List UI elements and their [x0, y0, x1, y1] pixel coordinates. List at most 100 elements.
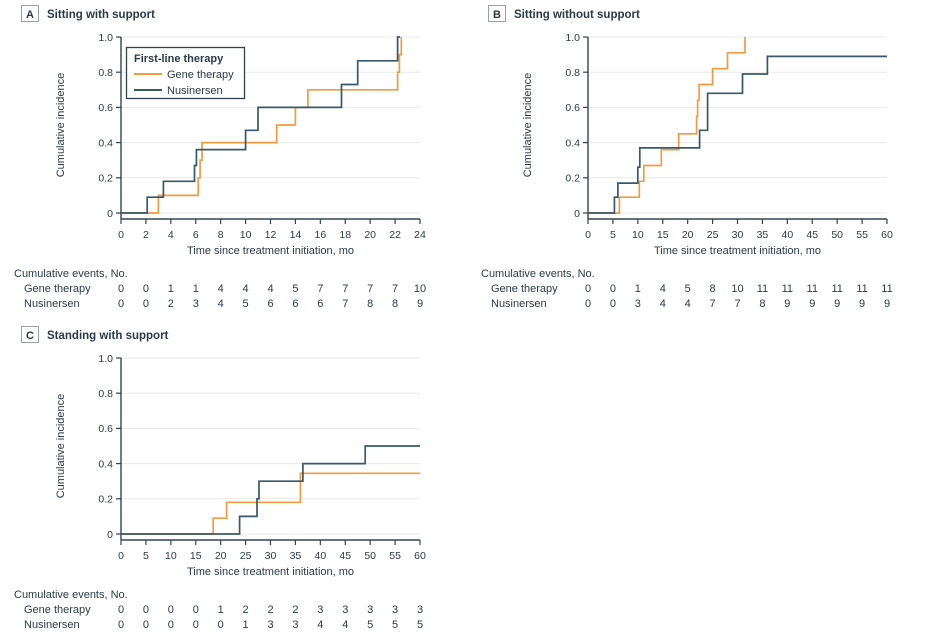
legend-title: First-line therapy — [134, 53, 224, 65]
x-tick-label: 0 — [118, 550, 124, 562]
x-tick-label: 30 — [265, 550, 277, 562]
events-value: 0 — [193, 619, 199, 631]
y-tick-label: 0 — [107, 529, 113, 541]
y-tick-label: 0.6 — [98, 102, 113, 114]
x-axis-label: Time since treatment initiation, mo — [654, 245, 821, 257]
events-value: 8 — [392, 298, 398, 310]
events-value: 1 — [168, 283, 174, 295]
events-value: 3 — [267, 619, 273, 631]
events-value: 1 — [243, 619, 249, 631]
y-axis-label: Cumulative incidence — [522, 73, 534, 178]
events-value: 5 — [392, 619, 398, 631]
events-value: 11 — [856, 283, 867, 295]
x-tick-label: 50 — [364, 550, 376, 562]
events-value: 4 — [685, 298, 691, 310]
x-tick-label: 12 — [265, 229, 277, 241]
x-tick-label: 14 — [290, 229, 302, 241]
series-curve-gene-therapy — [121, 37, 403, 214]
events-value: 9 — [809, 298, 815, 310]
events-value: 11 — [831, 283, 842, 295]
events-value: 4 — [267, 283, 273, 295]
events-value: 0 — [118, 619, 124, 631]
x-tick-label: 40 — [314, 550, 326, 562]
events-value: 7 — [734, 298, 740, 310]
series-curve-gene-therapy — [588, 37, 746, 214]
events-value: 0 — [218, 619, 224, 631]
events-value: 0 — [118, 298, 124, 310]
events-value: 10 — [414, 283, 426, 295]
panel-b-chart: B Sitting without support 0 0.2 0.4 0.6 0.8 1.0… — [481, 5, 893, 310]
x-tick-label: 0 — [118, 229, 124, 241]
events-value: 9 — [417, 298, 423, 310]
x-axis-label: Time since treatment initiation, mo — [187, 245, 354, 257]
events-row-label-nusinersen: Nusinersen — [24, 619, 80, 631]
panel-c-standing-with-support: C Standing with support 0 0.2 0.4 0.6 0.8 1.0 0 5… — [0, 321, 466, 642]
events-value: 0 — [143, 604, 149, 616]
legend-label-nusinersen: Nusinersen — [167, 85, 223, 97]
x-tick-label: 24 — [414, 229, 426, 241]
events-row-label-gene-therapy: Gene therapy — [24, 604, 91, 616]
x-tick-label: 5 — [610, 229, 616, 241]
events-value: 0 — [193, 604, 199, 616]
events-value: 8 — [710, 283, 716, 295]
events-value: 5 — [367, 619, 373, 631]
x-tick-label: 55 — [389, 550, 401, 562]
events-value: 7 — [367, 283, 373, 295]
events-value: 0 — [585, 283, 591, 295]
events-value: 0 — [168, 604, 174, 616]
y-tick-label: 0.6 — [565, 102, 580, 114]
events-table-header: Cumulative events, No. — [14, 589, 128, 601]
x-tick-label: 55 — [856, 229, 868, 241]
panel-letter-box — [488, 5, 506, 22]
events-value: 4 — [218, 283, 224, 295]
events-value: 2 — [168, 298, 174, 310]
events-value: 7 — [317, 283, 323, 295]
events-value: 6 — [292, 298, 298, 310]
events-value: 5 — [243, 298, 249, 310]
y-tick-label: 0.4 — [565, 137, 580, 149]
x-tick-label: 6 — [193, 229, 199, 241]
x-tick-label: 40 — [781, 229, 793, 241]
y-tick-label: 0 — [107, 208, 113, 220]
y-tick-label: 1.0 — [565, 32, 580, 44]
events-value: 7 — [342, 283, 348, 295]
events-table-header: Cumulative events, No. — [481, 268, 595, 280]
y-tick-label: 0 — [574, 208, 580, 220]
events-value: 3 — [193, 298, 199, 310]
events-value: 0 — [143, 619, 149, 631]
events-value: 9 — [834, 298, 840, 310]
events-value: 4 — [243, 283, 249, 295]
x-tick-label: 20 — [364, 229, 376, 241]
y-tick-label: 1.0 — [98, 353, 113, 365]
x-tick-label: 0 — [585, 229, 591, 241]
events-value: 5 — [417, 619, 423, 631]
panel-a-sitting-with-support: A Sitting with support 0 0.2 0.4 0.6 0.8 1.0 0 2 4… — [0, 0, 466, 321]
x-tick-label: 60 — [414, 550, 426, 562]
events-value: 7 — [392, 283, 398, 295]
events-value: 5 — [685, 283, 691, 295]
y-tick-label: 0.4 — [98, 137, 113, 149]
x-tick-label: 30 — [732, 229, 744, 241]
x-tick-label: 10 — [165, 550, 177, 562]
events-value: 1 — [193, 283, 199, 295]
series-curve-nusinersen — [121, 445, 420, 535]
y-tick-label: 0.8 — [98, 67, 113, 79]
x-tick-label: 35 — [290, 550, 302, 562]
events-value: 4 — [342, 619, 348, 631]
y-tick-label: 0.4 — [98, 458, 113, 470]
series-curve-nusinersen — [121, 36, 401, 214]
events-value: 7 — [710, 298, 716, 310]
events-value: 11 — [807, 283, 818, 295]
events-row-label-nusinersen: Nusinersen — [491, 298, 547, 310]
panel-c-chart: C Standing with support 0 0.2 0.4 0.6 0.8 1.0 0 5… — [14, 326, 426, 631]
events-value: 0 — [118, 604, 124, 616]
events-value: 1 — [218, 604, 224, 616]
x-tick-label: 2 — [143, 229, 149, 241]
events-table-header: Cumulative events, No. — [14, 268, 128, 280]
events-value: 9 — [784, 298, 790, 310]
legend-label-gene-therapy: Gene therapy — [167, 69, 234, 81]
events-value: 2 — [243, 604, 249, 616]
y-tick-label: 0.6 — [98, 423, 113, 435]
